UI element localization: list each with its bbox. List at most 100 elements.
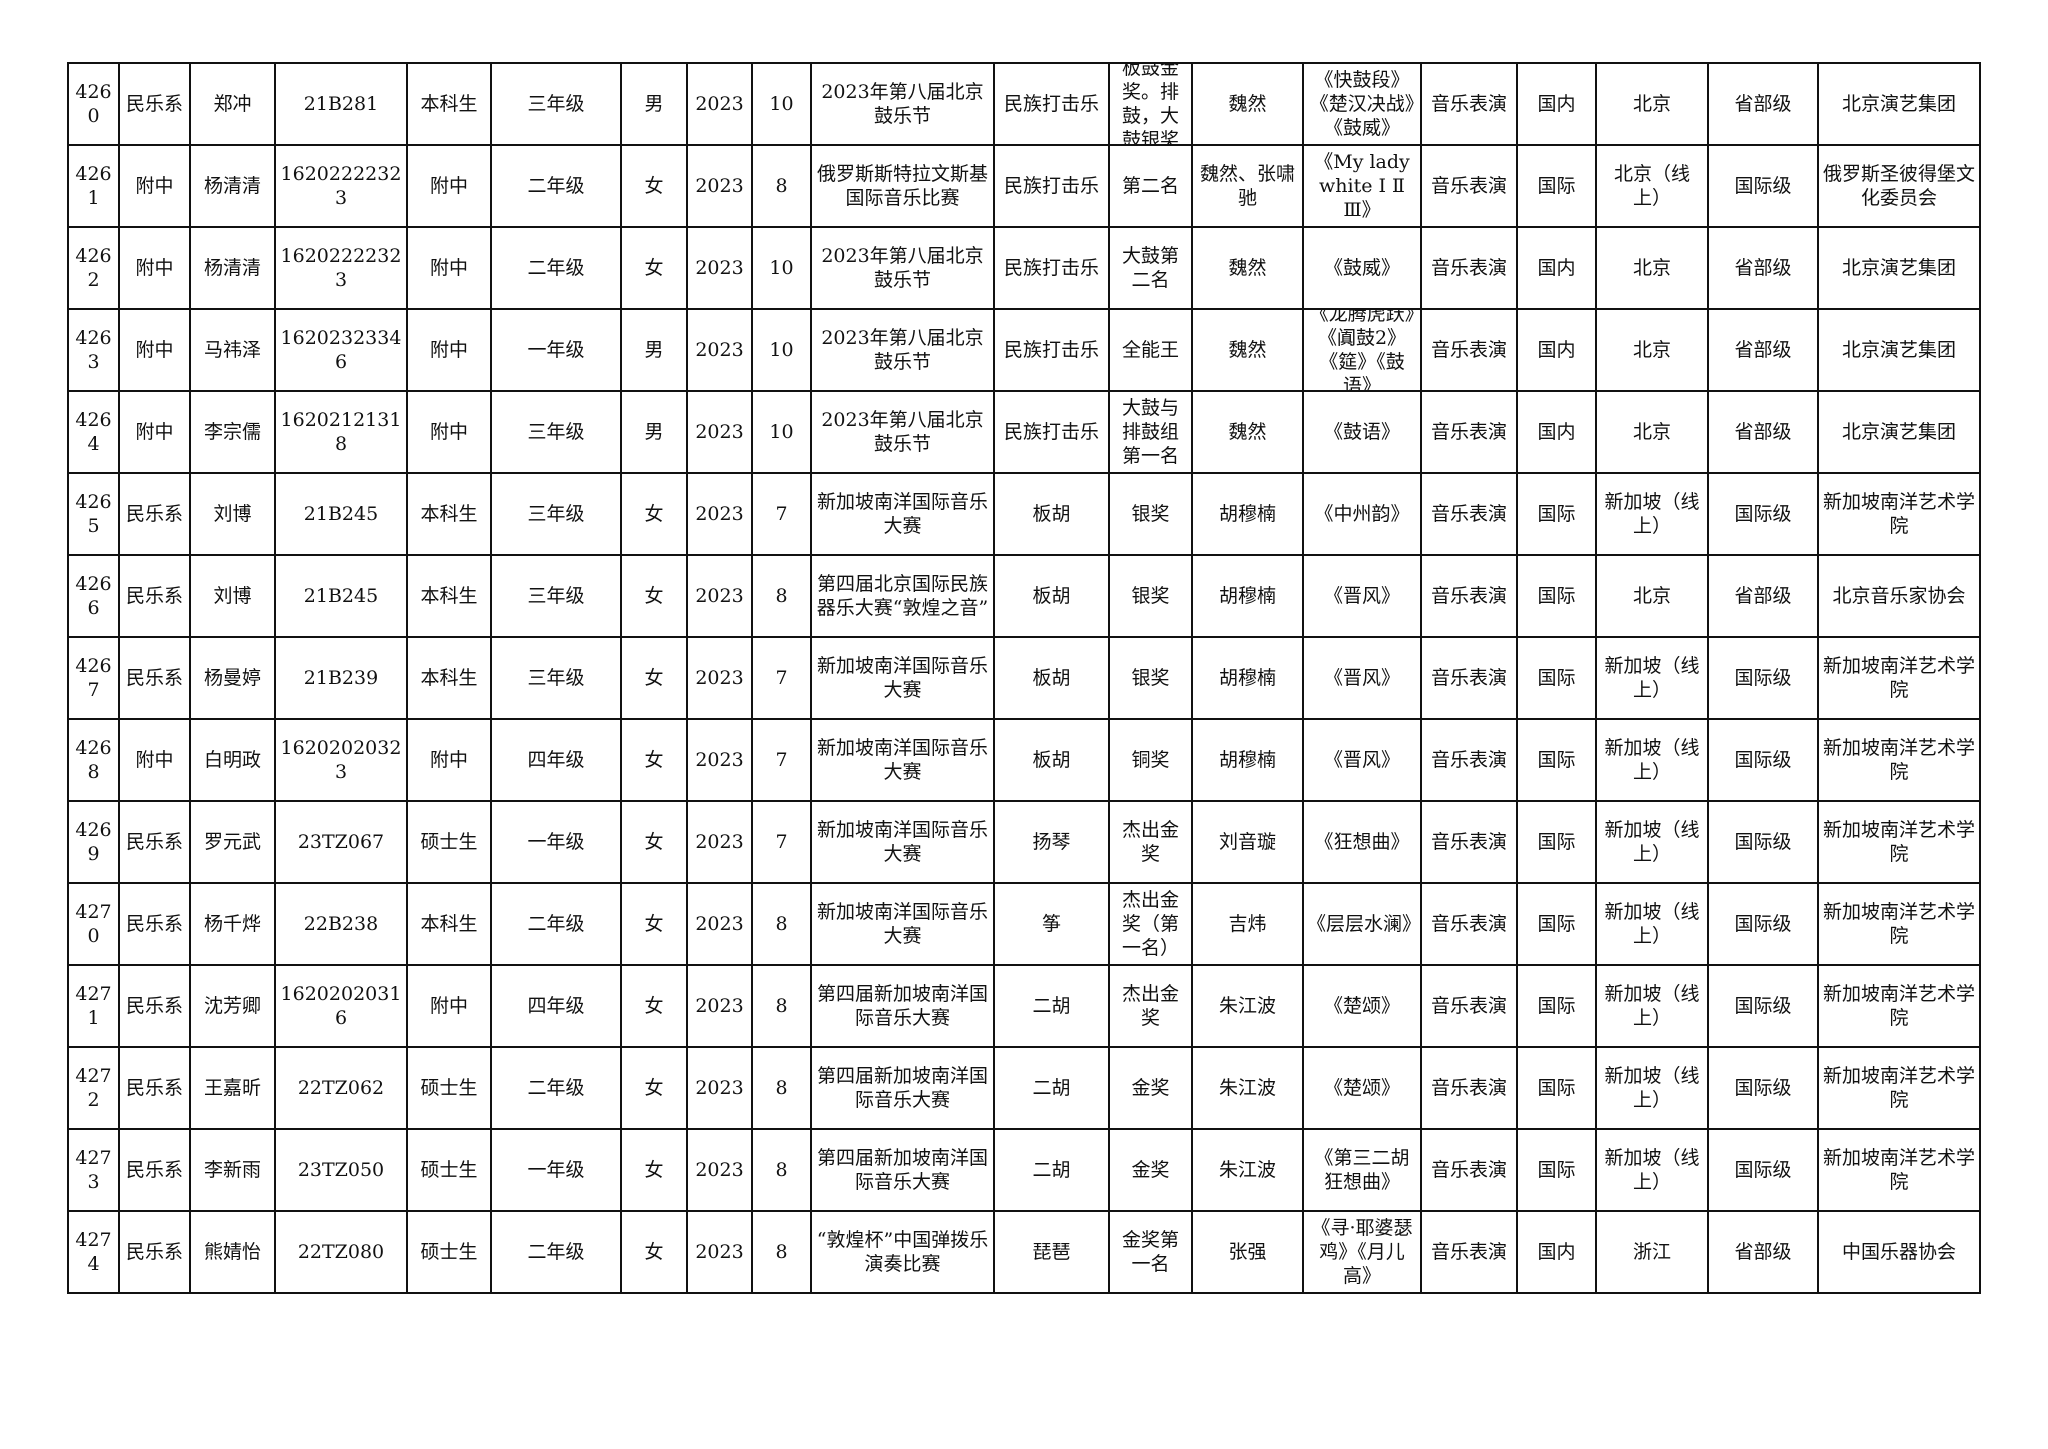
organizer-text: 新加坡南洋艺术学院 [1822, 901, 1975, 947]
scope-text: 国内 [1537, 93, 1576, 115]
discipline-text: 音乐表演 [1430, 913, 1507, 935]
cell-row-number: 4263 [67, 308, 120, 392]
cell-level: 硕士生 [406, 800, 492, 884]
organizer-text: 新加坡南洋艺术学院 [1822, 1147, 1975, 1193]
organizer-text: 北京演艺集团 [1841, 257, 1956, 279]
instructor-text: 胡穆楠 [1218, 503, 1276, 525]
cell-organizer: 新加坡南洋艺术学院 [1817, 882, 1981, 966]
scope-text: 国际 [1537, 831, 1576, 853]
cell-instructor: 朱江波 [1191, 964, 1304, 1048]
cell-competition: 2023年第八届北京鼓乐节 [810, 62, 995, 146]
cell-year: 2023 [686, 1128, 753, 1212]
cell-month: 7 [751, 800, 812, 884]
cell-category: 二胡 [993, 964, 1110, 1048]
cell-discipline: 音乐表演 [1420, 144, 1518, 228]
table-row: 4271 民乐系 沈芳卿 16202020316 附中 四年级 女 2023 8 第四届新加坡南洋… [67, 964, 1981, 1048]
gender-text: 男 [644, 93, 664, 115]
cell-instructor: 魏然 [1191, 308, 1304, 392]
discipline-text: 音乐表演 [1430, 1159, 1507, 1181]
category-text: 二胡 [1032, 1077, 1071, 1099]
cell-repertoire: 《狂想曲》 [1302, 800, 1422, 884]
cell-organizer: 新加坡南洋艺术学院 [1817, 1046, 1981, 1130]
cell-organizer: 新加坡南洋艺术学院 [1817, 472, 1981, 556]
location-text: 新加坡（线上） [1604, 901, 1700, 947]
location-text: 新加坡（线上） [1604, 983, 1700, 1029]
category-text: 扬琴 [1032, 831, 1071, 853]
cell-grade: 三年级 [490, 62, 622, 146]
cell-grade: 二年级 [490, 882, 622, 966]
student-id-text: 16202222323 [280, 163, 402, 209]
location-text: 浙江 [1632, 1241, 1671, 1263]
discipline-text: 音乐表演 [1430, 831, 1507, 853]
student-id-text: 22TZ080 [297, 1241, 385, 1263]
year-text: 2023 [695, 1077, 744, 1099]
student-id-text: 21B239 [303, 667, 379, 689]
cell-name: 白明政 [189, 718, 276, 802]
cell-department: 民乐系 [118, 800, 191, 884]
cell-month: 8 [751, 1046, 812, 1130]
cell-award-level: 省部级 [1707, 226, 1819, 310]
instructor-text: 胡穆楠 [1218, 749, 1276, 771]
scope-text: 国内 [1537, 421, 1576, 443]
award-level-text: 国际级 [1734, 1159, 1792, 1181]
month-text: 10 [769, 421, 794, 443]
repertoire-text: 《寻·耶婆瑟鸡》《月儿高》 [1311, 1217, 1413, 1287]
cell-discipline: 音乐表演 [1420, 472, 1518, 556]
table-row: 4265 民乐系 刘博 21B245 本科生 三年级 女 2023 7 新加坡南洋国际音乐大赛 板胡… [67, 472, 1981, 556]
cell-level: 附中 [406, 226, 492, 310]
instructor-text: 朱江波 [1218, 1159, 1276, 1181]
cell-competition: 新加坡南洋国际音乐大赛 [810, 472, 995, 556]
cell-repertoire: 《晋风》 [1302, 718, 1422, 802]
month-text: 7 [775, 749, 788, 771]
level-text: 硕士生 [420, 1077, 478, 1099]
cell-month: 10 [751, 62, 812, 146]
name-text: 马祎泽 [203, 339, 261, 361]
row-number-text: 4261 [75, 163, 112, 209]
cell-competition: 第四届新加坡南洋国际音乐大赛 [810, 964, 995, 1048]
table-row: 4264 附中 李宗儒 16202121318 附中 三年级 男 2023 10 2023年第八届… [67, 390, 1981, 474]
location-text: 北京 [1632, 585, 1671, 607]
cell-award-level: 国际级 [1707, 718, 1819, 802]
cell-student-id: 22TZ080 [274, 1210, 408, 1294]
cell-name: 马祎泽 [189, 308, 276, 392]
cell-award: 杰出金奖 [1108, 964, 1193, 1048]
name-text: 刘博 [213, 585, 252, 607]
cell-repertoire: 《My lady white Ⅰ Ⅱ Ⅲ》 [1302, 144, 1422, 228]
row-number-text: 4267 [75, 655, 112, 701]
cell-discipline: 音乐表演 [1420, 636, 1518, 720]
level-text: 附中 [429, 257, 468, 279]
grade-text: 一年级 [527, 1159, 585, 1181]
cell-gender: 女 [620, 718, 688, 802]
cell-discipline: 音乐表演 [1420, 1210, 1518, 1294]
cell-organizer: 新加坡南洋艺术学院 [1817, 636, 1981, 720]
department-text: 民乐系 [125, 913, 183, 935]
organizer-text: 北京音乐家协会 [1832, 585, 1966, 607]
name-text: 白明政 [203, 749, 261, 771]
award-text: 金奖第一名 [1121, 1229, 1179, 1275]
competition-text: “敦煌杯”中国弹拨乐演奏比赛 [816, 1229, 989, 1275]
cell-award-level: 省部级 [1707, 62, 1819, 146]
cell-competition: 2023年第八届北京鼓乐节 [810, 390, 995, 474]
category-text: 民族打击乐 [1003, 93, 1099, 115]
cell-location: 新加坡（线上） [1595, 882, 1709, 966]
student-id-text: 22TZ062 [297, 1077, 385, 1099]
gender-text: 女 [644, 831, 664, 853]
organizer-text: 北京演艺集团 [1841, 93, 1956, 115]
organizer-text: 新加坡南洋艺术学院 [1822, 1065, 1975, 1111]
award-level-text: 国际级 [1734, 175, 1792, 197]
award-level-text: 国际级 [1734, 1077, 1792, 1099]
competition-text: 2023年第八届北京鼓乐节 [821, 409, 984, 455]
award-text: 金奖 [1131, 1159, 1170, 1181]
row-number-text: 4268 [75, 737, 112, 783]
cell-category: 板胡 [993, 636, 1110, 720]
cell-instructor: 刘音璇 [1191, 800, 1304, 884]
cell-year: 2023 [686, 472, 753, 556]
discipline-text: 音乐表演 [1430, 339, 1507, 361]
row-number-text: 4263 [75, 327, 112, 373]
repertoire-text: 《晋风》 [1323, 749, 1400, 771]
scope-text: 国际 [1537, 175, 1576, 197]
cell-organizer: 北京演艺集团 [1817, 62, 1981, 146]
award-text: 杰出金奖 [1121, 819, 1179, 865]
grade-text: 三年级 [527, 93, 585, 115]
level-text: 本科生 [420, 913, 478, 935]
